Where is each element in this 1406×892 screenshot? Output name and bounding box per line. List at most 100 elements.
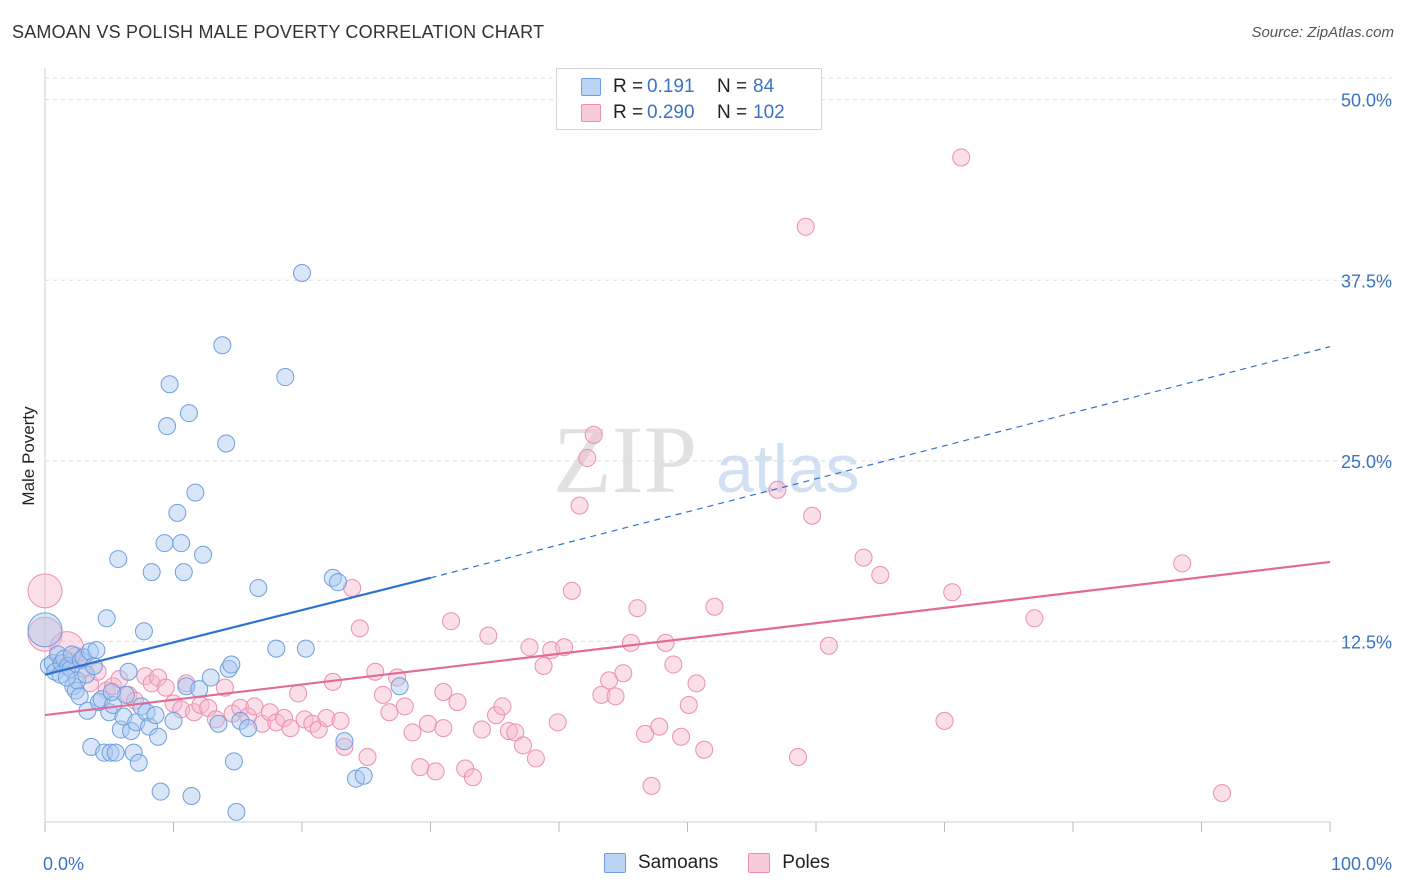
samoan-point: [276, 368, 295, 387]
x-tick-label: 100.0%: [1331, 854, 1392, 874]
samoan-point: [267, 639, 286, 658]
legend-row-poles: R = 0.290 N = 102: [581, 101, 785, 125]
samoan-point: [27, 612, 63, 648]
samoan-point: [87, 641, 106, 660]
samoans-legend-swatch: [604, 853, 626, 873]
poles-point: [943, 583, 962, 602]
n-label: N =: [717, 76, 748, 97]
poles-point: [628, 599, 647, 618]
samoan-point: [146, 706, 165, 725]
legend-item-poles[interactable]: Poles: [748, 852, 830, 874]
x-tick-labels: 0.0% 100.0%: [43, 854, 1392, 874]
grid-lines: [45, 77, 1392, 642]
samoan-point: [158, 417, 177, 436]
legend-row-samoans: R = 0.191 N = 84: [581, 75, 774, 99]
samoan-point: [239, 719, 258, 738]
poles-point: [803, 506, 822, 525]
samoans-swatch: [581, 78, 601, 96]
samoans-legend-label: Samoans: [638, 852, 719, 873]
samoan-point: [134, 622, 153, 641]
samoan-point: [129, 753, 148, 772]
samoan-point: [293, 264, 311, 283]
samoan-point: [172, 534, 191, 553]
samoan-point: [155, 534, 174, 553]
poles-point: [442, 612, 461, 631]
samoan-point: [354, 766, 373, 785]
poles-point: [366, 662, 385, 681]
poles-point: [479, 626, 498, 645]
watermark: ZIP atlas: [553, 406, 860, 513]
poles-point: [664, 655, 683, 674]
poles-point: [350, 619, 369, 638]
samoan-point: [70, 687, 89, 706]
y-tick-label: 50.0%: [1341, 91, 1392, 111]
samoan-point: [222, 655, 241, 674]
poles-point: [275, 708, 294, 727]
samoan-point: [227, 802, 246, 821]
poles-point: [27, 616, 63, 652]
poles-point: [215, 678, 234, 697]
poles-point: [403, 723, 422, 742]
chart-title: SAMOAN VS POLISH MALE POVERTY CORRELATIO…: [12, 22, 545, 42]
n-value: 102: [753, 102, 785, 123]
poles-point: [600, 671, 619, 690]
poles-point: [27, 573, 63, 609]
poles-point: [520, 638, 539, 657]
poles-point: [104, 677, 123, 696]
samoan-point: [328, 573, 347, 592]
source-credit: Source: ZipAtlas.com: [1251, 24, 1394, 41]
correlation-legend: R = 0.191 N = 84 R = 0.290 N = 102: [556, 68, 822, 130]
poles-point: [606, 687, 625, 706]
legend-item-samoans[interactable]: Samoans: [604, 852, 718, 874]
poles-legend-label: Poles: [782, 852, 830, 873]
y-tick-label: 12.5%: [1341, 632, 1392, 652]
poles-point: [621, 633, 640, 652]
poles-point: [695, 740, 714, 759]
poles-point: [650, 717, 669, 736]
poles-point: [493, 697, 512, 716]
samoan-point: [142, 563, 161, 582]
poles-point: [434, 719, 453, 738]
poles-point: [584, 425, 603, 444]
poles-point: [789, 747, 808, 766]
poles-point: [499, 721, 518, 740]
poles-point: [1213, 784, 1232, 803]
samoan-point: [101, 743, 120, 762]
poles-point: [281, 719, 300, 738]
poles-point: [854, 548, 873, 567]
poles-point: [796, 217, 815, 236]
r-label: R =: [613, 102, 644, 123]
poles-point: [335, 737, 354, 756]
poles-point: [149, 668, 168, 687]
poles-point: [395, 697, 414, 716]
poles-point: [1173, 554, 1192, 573]
samoan-point: [186, 483, 205, 502]
poles-legend-swatch: [748, 853, 771, 873]
poles-point: [562, 581, 581, 600]
poles-point: [185, 703, 204, 722]
samoan-points: [27, 264, 409, 821]
poles-point: [952, 148, 971, 167]
n-value: 84: [753, 76, 775, 97]
r-value: 0.290: [647, 102, 695, 123]
r-value: 0.191: [647, 76, 695, 97]
samoan-point: [179, 404, 198, 423]
samoans-trend-line: [44, 576, 431, 676]
poles-point: [434, 682, 453, 701]
poles-points: [27, 148, 1232, 803]
poles-point: [679, 695, 698, 714]
poles-point: [592, 685, 611, 704]
samoan-point: [231, 711, 250, 730]
poles-point: [642, 776, 661, 795]
samoan-point: [160, 375, 179, 394]
x-tick-label: 0.0%: [43, 854, 84, 874]
samoans-trend-extension: [430, 346, 1331, 579]
watermark-zip: ZIP: [553, 406, 697, 513]
poles-point: [819, 636, 838, 655]
poles-point: [411, 758, 430, 777]
poles-point: [555, 638, 574, 657]
samoan-point: [296, 639, 315, 658]
poles-point: [871, 565, 890, 584]
samoan-point: [201, 668, 220, 687]
